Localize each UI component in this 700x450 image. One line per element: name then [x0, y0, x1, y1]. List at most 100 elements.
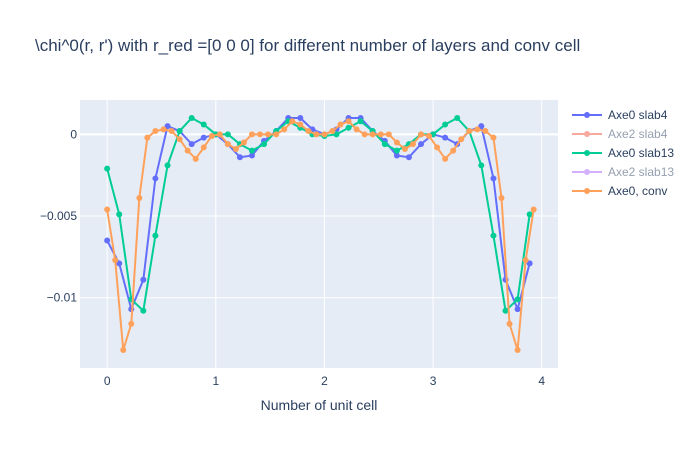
- data-point[interactable]: [498, 195, 505, 202]
- data-point[interactable]: [289, 118, 296, 125]
- data-point[interactable]: [474, 126, 481, 133]
- data-point[interactable]: [216, 131, 223, 138]
- data-point[interactable]: [393, 152, 400, 159]
- data-point[interactable]: [361, 131, 368, 138]
- data-point[interactable]: [381, 141, 388, 148]
- data-point[interactable]: [377, 131, 384, 138]
- data-point[interactable]: [184, 147, 191, 154]
- data-point[interactable]: [116, 260, 123, 267]
- data-point[interactable]: [297, 121, 304, 128]
- data-point[interactable]: [454, 114, 461, 121]
- data-point[interactable]: [345, 124, 352, 131]
- data-point[interactable]: [160, 126, 167, 133]
- data-point[interactable]: [200, 134, 207, 141]
- data-point[interactable]: [526, 260, 533, 267]
- legend-item[interactable]: Axe2 slab13: [572, 165, 674, 179]
- data-point[interactable]: [337, 121, 344, 128]
- data-point[interactable]: [128, 320, 135, 327]
- data-point[interactable]: [192, 155, 199, 162]
- data-point[interactable]: [409, 141, 416, 148]
- data-point[interactable]: [385, 131, 392, 138]
- data-point[interactable]: [506, 320, 513, 327]
- data-point[interactable]: [104, 206, 111, 213]
- data-point[interactable]: [136, 195, 143, 202]
- data-point[interactable]: [478, 162, 485, 169]
- data-point[interactable]: [353, 126, 360, 133]
- data-point[interactable]: [112, 257, 119, 264]
- legend-item[interactable]: Axe2 slab4: [572, 127, 668, 141]
- data-point[interactable]: [478, 123, 485, 130]
- data-point[interactable]: [329, 128, 336, 135]
- data-point[interactable]: [522, 257, 529, 264]
- data-point[interactable]: [313, 131, 320, 138]
- data-point[interactable]: [466, 128, 473, 135]
- data-point[interactable]: [200, 121, 207, 128]
- data-point[interactable]: [273, 131, 280, 138]
- data-point[interactable]: [333, 131, 340, 138]
- data-point[interactable]: [176, 128, 183, 135]
- data-point[interactable]: [168, 128, 175, 135]
- data-point[interactable]: [164, 162, 171, 169]
- data-point[interactable]: [442, 134, 449, 141]
- data-point[interactable]: [393, 147, 400, 154]
- data-point[interactable]: [450, 147, 457, 154]
- data-point[interactable]: [321, 131, 328, 138]
- data-point[interactable]: [357, 118, 364, 125]
- data-point[interactable]: [240, 139, 247, 146]
- data-point[interactable]: [514, 296, 521, 303]
- data-point[interactable]: [224, 131, 231, 138]
- data-point[interactable]: [248, 131, 255, 138]
- data-point[interactable]: [434, 144, 441, 151]
- data-point[interactable]: [104, 165, 111, 172]
- data-point[interactable]: [164, 123, 171, 130]
- data-point[interactable]: [208, 132, 215, 139]
- data-point[interactable]: [442, 121, 449, 128]
- legend-item[interactable]: Axe0, conv: [572, 184, 667, 198]
- data-point[interactable]: [116, 211, 123, 218]
- data-point[interactable]: [369, 131, 376, 138]
- data-point[interactable]: [152, 128, 159, 135]
- data-point[interactable]: [188, 141, 195, 148]
- data-point[interactable]: [248, 147, 255, 154]
- data-point[interactable]: [482, 128, 489, 135]
- data-point[interactable]: [104, 237, 111, 244]
- data-point[interactable]: [140, 276, 147, 283]
- data-point[interactable]: [188, 114, 195, 121]
- legend-item[interactable]: Axe0 slab4: [572, 108, 668, 122]
- data-point[interactable]: [490, 232, 497, 239]
- data-point[interactable]: [144, 134, 151, 141]
- data-point[interactable]: [297, 114, 304, 121]
- data-point[interactable]: [514, 347, 521, 354]
- data-point[interactable]: [405, 154, 412, 161]
- data-point[interactable]: [152, 175, 159, 182]
- data-point[interactable]: [418, 141, 425, 148]
- data-point[interactable]: [458, 136, 465, 143]
- legend-item[interactable]: Axe0 slab13: [572, 146, 674, 160]
- data-point[interactable]: [176, 136, 183, 143]
- data-point[interactable]: [401, 146, 408, 153]
- data-point[interactable]: [281, 126, 288, 133]
- data-point[interactable]: [426, 132, 433, 139]
- data-point[interactable]: [140, 307, 147, 314]
- data-point[interactable]: [502, 307, 509, 314]
- data-point[interactable]: [418, 131, 425, 138]
- data-point[interactable]: [345, 118, 352, 125]
- data-point[interactable]: [490, 134, 497, 141]
- data-point[interactable]: [120, 347, 127, 354]
- data-point[interactable]: [514, 306, 521, 313]
- data-point[interactable]: [393, 139, 400, 146]
- data-point[interactable]: [442, 155, 449, 162]
- data-point[interactable]: [265, 131, 272, 138]
- data-point[interactable]: [200, 144, 207, 151]
- data-point[interactable]: [257, 131, 264, 138]
- data-point[interactable]: [152, 232, 159, 239]
- plot-area[interactable]: [80, 100, 558, 368]
- data-point[interactable]: [236, 154, 243, 161]
- data-point[interactable]: [248, 152, 255, 159]
- data-point[interactable]: [530, 206, 537, 213]
- data-point[interactable]: [261, 141, 268, 148]
- data-point[interactable]: [526, 211, 533, 218]
- data-point[interactable]: [305, 128, 312, 135]
- data-point[interactable]: [490, 175, 497, 182]
- data-point[interactable]: [224, 141, 231, 148]
